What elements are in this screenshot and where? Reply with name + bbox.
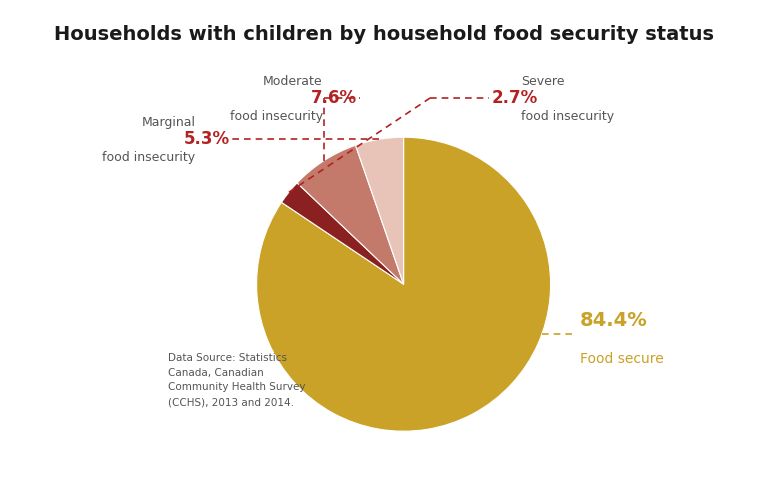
Wedge shape <box>356 137 404 284</box>
Text: food insecurity: food insecurity <box>521 110 614 123</box>
Text: 2.7%: 2.7% <box>492 89 538 107</box>
Text: food insecurity: food insecurity <box>102 151 195 165</box>
Text: Severe: Severe <box>521 75 564 88</box>
Text: Data Source: Statistics
Canada, Canadian
Community Health Survey
(CCHS), 2013 an: Data Source: Statistics Canada, Canadian… <box>168 353 306 407</box>
Text: 84.4%: 84.4% <box>580 311 647 330</box>
Text: Households with children by household food security status: Households with children by household fo… <box>54 24 714 44</box>
Text: Food secure: Food secure <box>580 352 664 366</box>
Text: Marginal: Marginal <box>141 117 195 129</box>
Text: Moderate: Moderate <box>263 75 323 88</box>
Text: 5.3%: 5.3% <box>184 130 230 148</box>
Text: food insecurity: food insecurity <box>230 110 323 123</box>
Wedge shape <box>282 183 404 284</box>
Wedge shape <box>257 137 551 431</box>
Text: 7.6%: 7.6% <box>311 89 357 107</box>
Wedge shape <box>297 145 404 284</box>
